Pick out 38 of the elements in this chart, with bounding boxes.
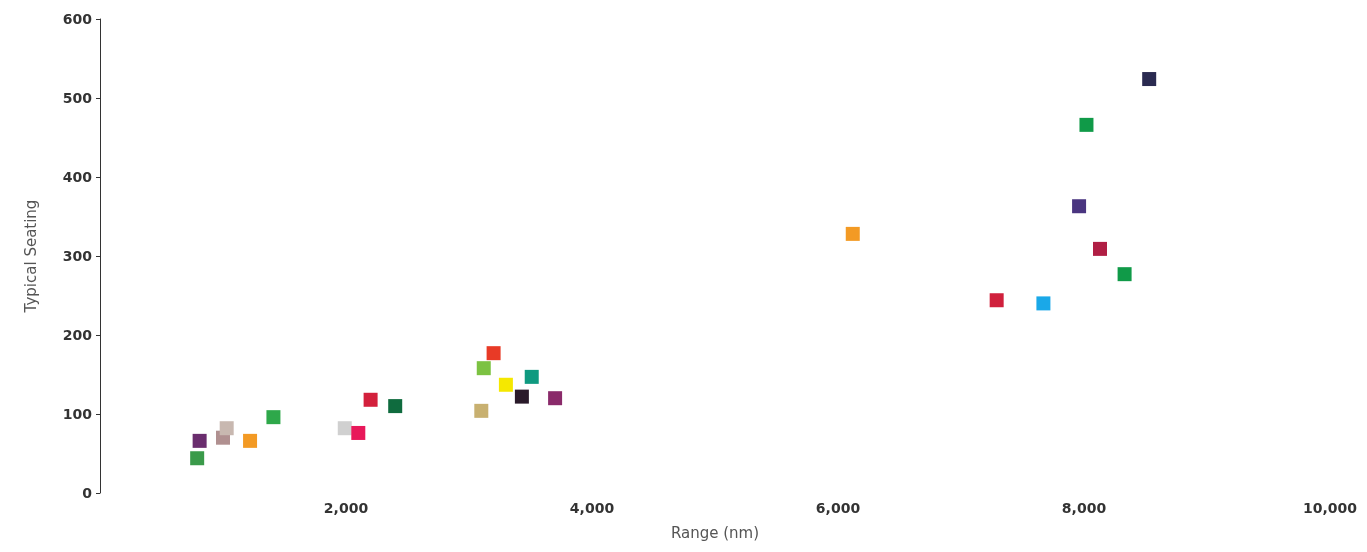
point [351,425,366,440]
x-tick-label: 10,000 [1302,500,1358,516]
point [1079,117,1094,132]
point [845,226,860,241]
point [1072,199,1087,214]
point [388,399,403,414]
y-tick-label: 400 [62,169,93,185]
x-axis-title: Range (nm) [670,523,760,542]
point [498,377,513,392]
x-tick-label: 4,000 [569,500,615,516]
y-tick-label: 300 [62,248,93,264]
point [476,361,491,376]
x-tick-label: 8,000 [1061,500,1107,516]
x-tick-label: 6,000 [815,500,861,516]
point [524,369,539,384]
y-tick-label: 100 [62,406,93,422]
point [243,433,258,448]
point [474,403,489,418]
point [1117,267,1132,282]
point [219,421,234,436]
point [989,293,1004,308]
x-tick-label: 2,000 [323,500,369,516]
point [266,410,281,425]
point [1142,72,1157,87]
point [363,392,378,407]
point [514,389,529,404]
y-tick-label: 200 [62,327,93,343]
point [1036,296,1051,311]
y-tick-label: 0 [82,485,93,501]
y-tick-label: 500 [62,90,93,106]
point [548,391,563,406]
y-tick-label: 600 [62,11,93,27]
point [337,421,352,436]
point [190,451,205,466]
point [486,346,501,361]
point [192,433,207,448]
y-axis-title: Typical Seating [21,199,40,314]
point [1092,241,1107,256]
